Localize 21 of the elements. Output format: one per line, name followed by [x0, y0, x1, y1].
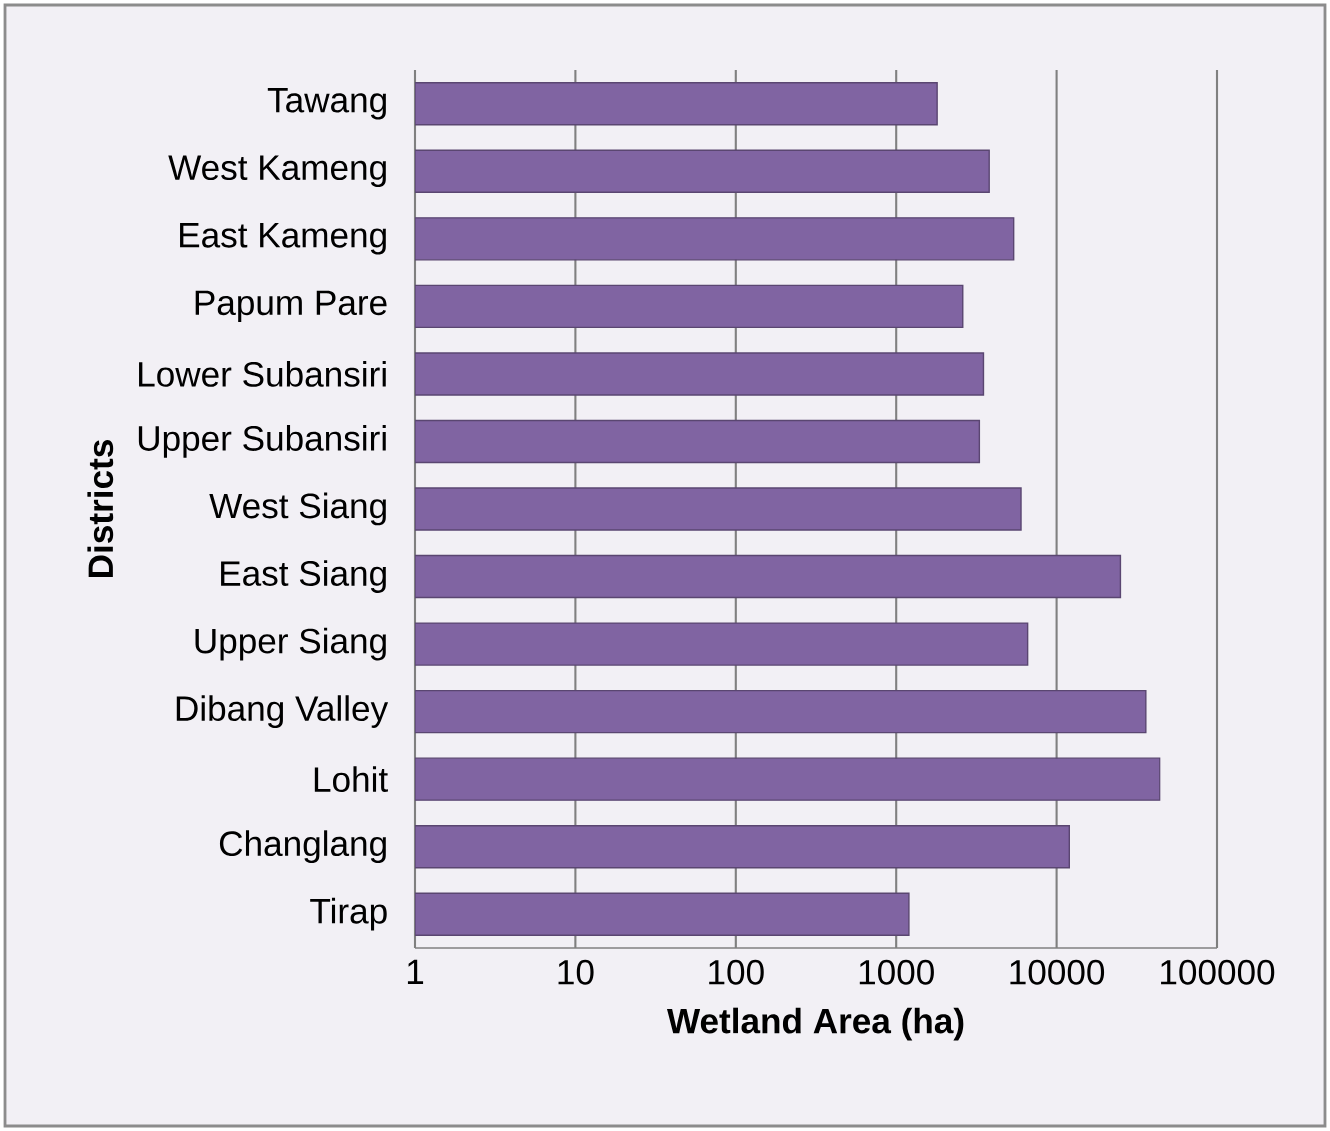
y-tick-label: East Kameng — [180, 223, 386, 255]
x-axis-title: Wetland Area (ha) — [666, 1007, 964, 1041]
x-tick-label: 10000 — [1010, 959, 1105, 985]
y-tick-label: Dibang Valley — [176, 695, 389, 728]
x-tick-label: 100000 — [1161, 959, 1275, 985]
x-tick-label: 1000 — [859, 959, 934, 985]
y-axis-title: Districts — [87, 440, 114, 577]
y-tick-label: West Siang — [209, 492, 386, 526]
y-tick-label: Papum Pare — [195, 290, 387, 323]
y-tick-label: Upper Siang — [195, 627, 386, 661]
y-tick-label: East Siang — [221, 560, 386, 593]
y-tick-label: Lower Subansiri — [139, 361, 386, 387]
y-tick-label: Changlang — [219, 830, 386, 864]
y-tick-label: Upper Subansiri — [138, 425, 386, 458]
y-tick-label: Tirap — [310, 897, 387, 931]
x-tick-label: 100 — [709, 959, 764, 985]
y-tick-label: Tawang — [267, 88, 386, 120]
x-tick-label: 1 — [407, 959, 424, 985]
y-tick-label: Lohit — [314, 766, 388, 793]
y-tick-label: West Kameng — [168, 155, 386, 188]
x-tick-label: 10 — [558, 959, 594, 985]
